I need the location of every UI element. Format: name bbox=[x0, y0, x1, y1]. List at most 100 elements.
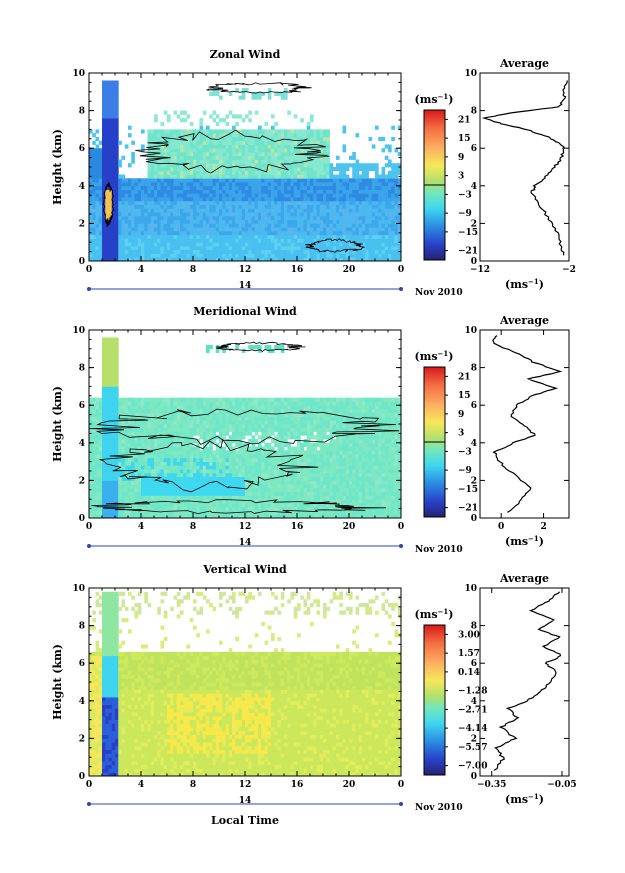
heatmap-cell bbox=[102, 234, 106, 239]
heatmap-cell bbox=[306, 129, 311, 134]
heatmap-cell bbox=[212, 257, 217, 262]
heatmap-cell bbox=[121, 408, 126, 414]
heatmap-cell bbox=[202, 514, 207, 519]
heatmap-cell bbox=[92, 431, 96, 436]
heatmap-cell bbox=[394, 223, 399, 228]
heatmap-cell bbox=[108, 193, 113, 198]
heatmap-cell bbox=[310, 189, 314, 194]
heatmap-cell bbox=[219, 140, 223, 145]
heatmap-cell bbox=[108, 121, 113, 127]
heatmap-cell bbox=[290, 215, 295, 221]
heatmap-cell bbox=[167, 118, 171, 123]
heatmap-cell bbox=[303, 185, 308, 190]
heatmap-cell bbox=[394, 212, 399, 217]
heatmap-cell bbox=[102, 193, 106, 198]
heatmap-cell bbox=[147, 193, 152, 198]
heatmap-cell bbox=[329, 167, 334, 172]
heatmap-cell bbox=[92, 408, 96, 414]
heatmap-cell bbox=[228, 215, 233, 221]
heatmap-cell bbox=[381, 193, 386, 198]
heatmap-cell bbox=[105, 360, 109, 365]
heatmap-cell bbox=[167, 454, 171, 459]
heatmap-cell bbox=[157, 480, 161, 485]
heatmap-cell bbox=[225, 484, 230, 489]
heatmap-cell bbox=[391, 185, 395, 190]
heatmap-cell bbox=[235, 506, 239, 511]
heatmap-cell bbox=[206, 215, 210, 221]
heatmap-cell bbox=[277, 245, 282, 251]
heatmap-cell bbox=[144, 408, 148, 414]
heatmap-cell bbox=[323, 133, 327, 138]
heatmap-cell bbox=[108, 103, 113, 108]
heatmap-cell bbox=[118, 208, 122, 213]
heatmap-cell bbox=[261, 242, 265, 247]
heatmap-cell bbox=[251, 182, 256, 187]
heatmap-cell bbox=[111, 367, 116, 372]
heatmap-cell bbox=[176, 182, 181, 187]
heatmap-cell bbox=[206, 348, 210, 353]
heatmap-cell bbox=[173, 480, 178, 485]
heatmap-cell bbox=[199, 170, 204, 175]
heatmap-cell bbox=[196, 480, 200, 485]
heatmap-cell bbox=[264, 174, 269, 179]
heatmap-cell bbox=[329, 182, 334, 187]
heatmap-cell bbox=[134, 446, 139, 451]
heatmap-cell bbox=[300, 159, 304, 164]
heatmap-cell bbox=[128, 480, 132, 485]
heatmap-cell bbox=[228, 170, 233, 175]
heatmap-cell bbox=[111, 95, 116, 100]
heatmap-cell bbox=[154, 469, 158, 474]
heatmap-cell bbox=[290, 144, 295, 149]
heatmap-cell bbox=[306, 215, 311, 221]
heatmap-cell bbox=[134, 484, 139, 489]
heatmap-cell bbox=[391, 182, 395, 187]
heatmap-cell bbox=[147, 484, 152, 489]
heatmap-cell bbox=[235, 450, 239, 455]
heatmap-cell bbox=[228, 174, 233, 179]
heatmap-cell bbox=[102, 461, 106, 466]
heatmap-cell bbox=[102, 242, 106, 247]
heatmap-cell bbox=[89, 159, 93, 164]
heatmap-cell bbox=[170, 208, 174, 213]
heatmap-cell bbox=[202, 144, 207, 149]
heatmap-cell bbox=[102, 159, 106, 164]
heatmap-cell bbox=[349, 163, 353, 168]
heatmap-cell bbox=[147, 427, 152, 432]
heatmap-cell bbox=[280, 230, 285, 236]
heatmap-cell bbox=[271, 167, 275, 172]
heatmap-cell bbox=[193, 140, 197, 145]
heatmap-cell bbox=[261, 230, 265, 236]
heatmap-cell bbox=[306, 197, 311, 202]
heatmap-cell bbox=[150, 197, 155, 202]
heatmap-cell bbox=[108, 382, 113, 387]
heatmap-cell bbox=[248, 140, 252, 145]
heatmap-cell bbox=[189, 253, 194, 258]
heatmap-cell bbox=[134, 193, 139, 198]
heatmap-cell bbox=[271, 133, 275, 138]
heatmap-cell bbox=[95, 420, 100, 425]
heatmap-cell bbox=[241, 144, 246, 149]
heatmap-cell bbox=[371, 193, 376, 198]
heatmap-cell bbox=[108, 514, 113, 519]
heatmap-cell bbox=[245, 155, 249, 160]
heatmap-cell bbox=[206, 345, 210, 350]
heatmap-cell bbox=[193, 148, 197, 153]
heatmap-cell bbox=[238, 472, 243, 478]
heatmap-cell bbox=[287, 219, 291, 224]
heatmap-cell bbox=[365, 257, 369, 262]
heatmap-cell bbox=[98, 412, 103, 417]
heatmap-cell bbox=[313, 133, 317, 138]
heatmap-cell bbox=[303, 129, 308, 134]
heatmap-cell bbox=[261, 167, 265, 172]
heatmap-cell bbox=[173, 472, 178, 478]
heatmap-cell bbox=[193, 208, 197, 213]
heatmap-cell bbox=[235, 491, 239, 496]
heatmap-cell bbox=[228, 476, 233, 481]
heatmap-cell bbox=[105, 439, 109, 444]
heatmap-cell bbox=[225, 454, 230, 459]
heatmap-cell bbox=[345, 212, 350, 217]
heatmap-cell bbox=[115, 435, 119, 440]
heatmap-cell bbox=[264, 136, 269, 142]
heatmap-cell bbox=[261, 215, 265, 221]
